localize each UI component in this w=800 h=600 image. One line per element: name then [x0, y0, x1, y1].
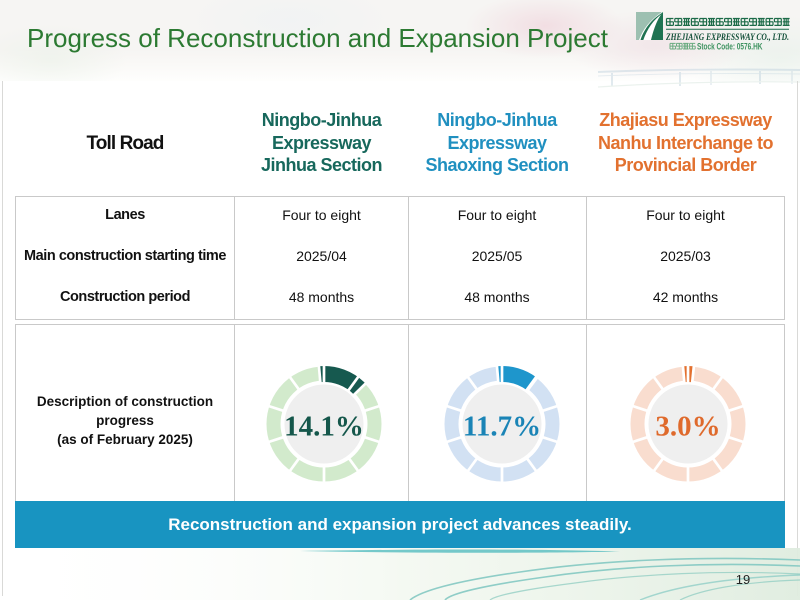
svg-text:ZHEJIANG EXPRESSWAY CO., LTD.: ZHEJIANG EXPRESSWAY CO., LTD. [665, 33, 789, 43]
svg-text:11.7%: 11.7% [463, 411, 541, 443]
svg-text:3.0%: 3.0% [655, 411, 720, 443]
svg-text:Stock Code: 0576.HK: Stock Code: 0576.HK [697, 42, 763, 52]
svg-text:14.1%: 14.1% [284, 411, 364, 443]
